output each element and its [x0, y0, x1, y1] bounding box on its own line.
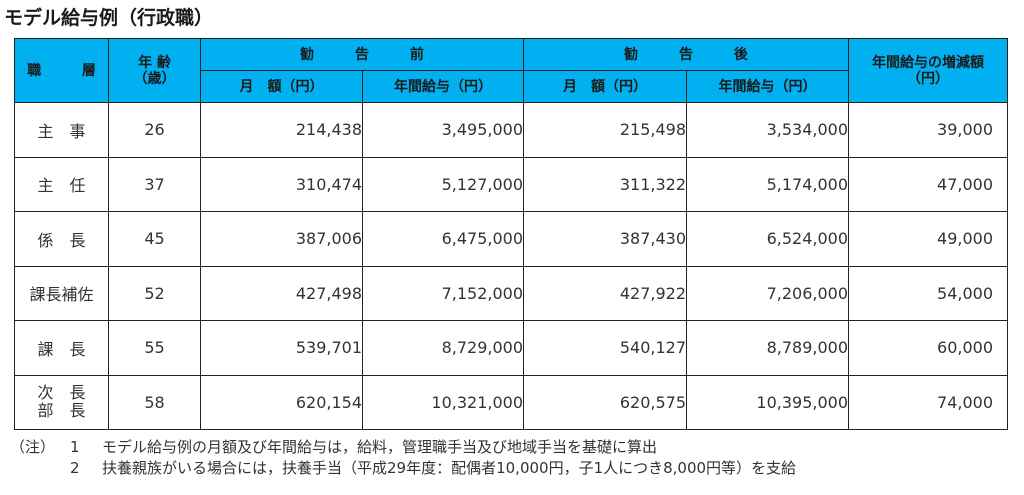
- cell-before-annual: 5,127,000: [362, 156, 524, 212]
- cell-position: 課長補佐: [14, 265, 109, 321]
- model-salary-table: 職 層 年 齢 （歳） 勧 告 前 勧 告 後 年間給与の増減額 （円） 月 額…: [14, 38, 1008, 430]
- cell-age: 52: [108, 265, 201, 321]
- header-age-line1: 年 齢: [138, 54, 171, 71]
- cell-position-line1: 次 長: [37, 383, 86, 403]
- table-row: 次 長 部 長 58 620,154 10,321,000 620,575 10…: [14, 374, 1008, 430]
- header-diff-line1: 年間給与の増減額: [872, 54, 984, 71]
- header-position: 職 層: [14, 38, 109, 103]
- cell-before-monthly: 310,474: [200, 156, 363, 212]
- cell-before-monthly: 427,498: [200, 265, 363, 321]
- cell-diff: 60,000: [848, 320, 1008, 376]
- table-row: 係 長 45 387,006 6,475,000 387,430 6,524,0…: [14, 211, 1008, 267]
- footnote-1: （注） 1 モデル給与例の月額及び年間給与は，給料，管理職手当及び地域手当を基礎…: [10, 437, 796, 458]
- footnote-2: 2 扶養親族がいる場合には，扶養手当（平成29年度：配偶者10,000円，子1人…: [10, 458, 796, 479]
- cell-age: 45: [108, 211, 201, 267]
- cell-position: 係 長: [14, 211, 109, 267]
- table-row: 主 事 26 214,438 3,495,000 215,498 3,534,0…: [14, 102, 1008, 158]
- cell-position: 次 長 部 長: [14, 374, 109, 430]
- footnote-number: 1: [70, 438, 80, 456]
- page-title: モデル給与例（行政職）: [4, 7, 214, 29]
- footnote-number: 2: [70, 459, 80, 477]
- cell-after-monthly: 311,322: [523, 156, 687, 212]
- cell-after-annual: 7,206,000: [686, 265, 849, 321]
- cell-diff: 39,000: [848, 102, 1008, 158]
- cell-after-monthly: 540,127: [523, 320, 687, 376]
- cell-after-annual: 8,789,000: [686, 320, 849, 376]
- header-annual-diff: 年間給与の増減額 （円）: [848, 38, 1008, 103]
- cell-age: 55: [108, 320, 201, 376]
- cell-diff: 47,000: [848, 156, 1008, 212]
- cell-before-monthly: 387,006: [200, 211, 363, 267]
- cell-before-monthly: 214,438: [200, 102, 363, 158]
- table-row: 主 任 37 310,474 5,127,000 311,322 5,174,0…: [14, 156, 1008, 212]
- header-after-annual: 年間給与（円）: [686, 70, 849, 103]
- cell-after-monthly: 387,430: [523, 211, 687, 267]
- cell-before-annual: 6,475,000: [362, 211, 524, 267]
- footnote-text: 扶養親族がいる場合には，扶養手当（平成29年度：配偶者10,000円，子1人につ…: [102, 459, 797, 477]
- cell-after-annual: 6,524,000: [686, 211, 849, 267]
- cell-diff: 49,000: [848, 211, 1008, 267]
- footnotes: （注） 1 モデル給与例の月額及び年間給与は，給料，管理職手当及び地域手当を基礎…: [10, 437, 796, 479]
- header-after-monthly: 月 額（円）: [523, 70, 687, 103]
- cell-after-annual: 3,534,000: [686, 102, 849, 158]
- header-diff-line2: （円）: [907, 70, 949, 87]
- cell-diff: 74,000: [848, 374, 1008, 430]
- table-row: 課 長 55 539,701 8,729,000 540,127 8,789,0…: [14, 320, 1008, 376]
- header-before-annual: 年間給与（円）: [362, 70, 524, 103]
- cell-before-annual: 10,321,000: [362, 374, 524, 430]
- cell-after-monthly: 427,922: [523, 265, 687, 321]
- cell-age: 37: [108, 156, 201, 212]
- cell-age: 58: [108, 374, 201, 430]
- cell-position-line2: 部 長: [37, 401, 86, 421]
- cell-before-monthly: 539,701: [200, 320, 363, 376]
- header-age: 年 齢 （歳）: [108, 38, 201, 103]
- cell-diff: 54,000: [848, 265, 1008, 321]
- cell-age: 26: [108, 102, 201, 158]
- header-before-recommendation: 勧 告 前: [200, 38, 524, 71]
- cell-after-monthly: 215,498: [523, 102, 687, 158]
- footnote-label: （注）: [10, 438, 56, 456]
- cell-before-monthly: 620,154: [200, 374, 363, 430]
- cell-position: 主 任: [14, 156, 109, 212]
- cell-position: 主 事: [14, 102, 109, 158]
- cell-position: 課 長: [14, 320, 109, 376]
- cell-before-annual: 3,495,000: [362, 102, 524, 158]
- table-row: 課長補佐 52 427,498 7,152,000 427,922 7,206,…: [14, 265, 1008, 321]
- cell-after-annual: 5,174,000: [686, 156, 849, 212]
- footnote-text: モデル給与例の月額及び年間給与は，給料，管理職手当及び地域手当を基礎に算出: [102, 438, 658, 456]
- cell-before-annual: 8,729,000: [362, 320, 524, 376]
- header-after-recommendation: 勧 告 後: [523, 38, 849, 71]
- header-before-monthly: 月 額（円）: [200, 70, 363, 103]
- cell-after-annual: 10,395,000: [686, 374, 849, 430]
- cell-before-annual: 7,152,000: [362, 265, 524, 321]
- header-age-line2: （歳）: [133, 70, 176, 87]
- cell-after-monthly: 620,575: [523, 374, 687, 430]
